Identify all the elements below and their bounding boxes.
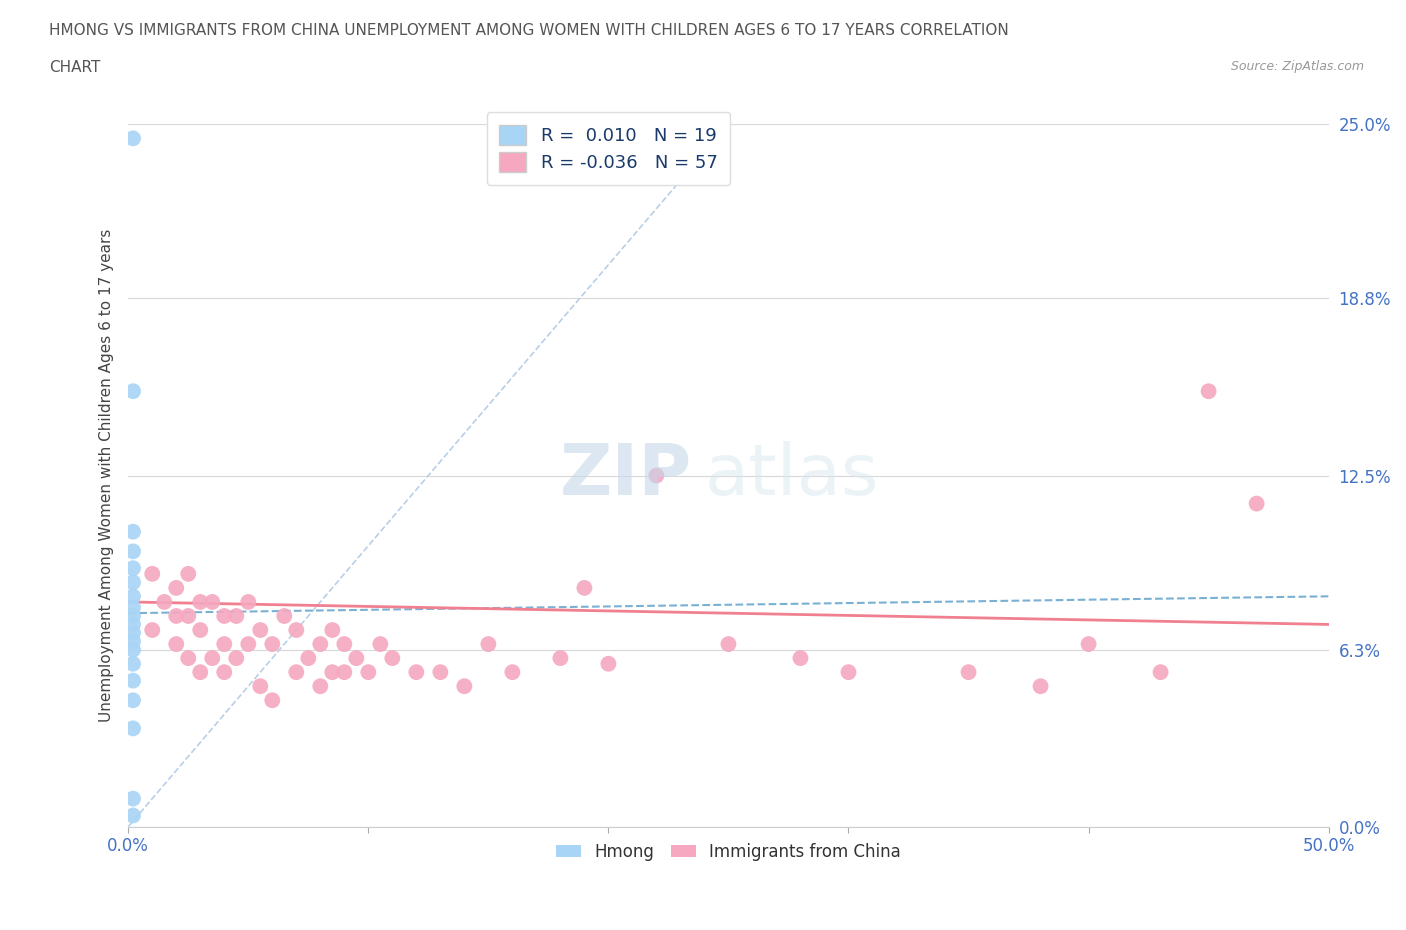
Point (122, 131, 145, 146)
Point (122, 634, 145, 649)
Legend: Hmong, Immigrants from China: Hmong, Immigrants from China (550, 836, 908, 868)
Point (238, 637, 260, 652)
Point (453, 679, 475, 694)
Point (477, 637, 499, 652)
Point (405, 665, 427, 680)
Point (249, 679, 271, 694)
Point (141, 622, 163, 637)
Point (1149, 665, 1171, 680)
Point (717, 637, 740, 652)
Point (429, 665, 451, 680)
Point (165, 608, 187, 623)
Point (122, 617, 145, 631)
Point (238, 594, 260, 609)
Point (1198, 384, 1220, 399)
Point (225, 651, 247, 666)
Point (122, 525, 145, 539)
Point (262, 693, 284, 708)
Point (122, 544, 145, 559)
Text: atlas: atlas (704, 441, 879, 510)
Point (1246, 497, 1268, 512)
Point (188, 622, 211, 637)
Point (273, 608, 295, 623)
Point (285, 665, 308, 680)
Point (957, 665, 980, 680)
Point (165, 637, 187, 652)
Point (598, 657, 620, 671)
Point (214, 608, 236, 623)
Text: ZIP: ZIP (560, 441, 692, 510)
Point (122, 673, 145, 688)
Text: HMONG VS IMMIGRANTS FROM CHINA UNEMPLOYMENT AMONG WOMEN WITH CHILDREN AGES 6 TO : HMONG VS IMMIGRANTS FROM CHINA UNEMPLOYM… (49, 23, 1010, 38)
Point (201, 594, 224, 609)
Point (214, 637, 236, 652)
Point (574, 580, 596, 595)
Point (789, 651, 811, 666)
Point (225, 608, 247, 623)
Point (188, 665, 211, 680)
Point (309, 637, 332, 652)
Point (333, 665, 356, 680)
Point (333, 637, 356, 652)
Point (321, 622, 343, 637)
Point (122, 575, 145, 590)
Text: CHART: CHART (49, 60, 101, 75)
Point (177, 651, 200, 666)
Point (122, 791, 145, 806)
Point (501, 665, 523, 680)
Point (153, 594, 176, 609)
Point (837, 665, 859, 680)
Point (122, 808, 145, 823)
Point (122, 625, 145, 640)
Point (550, 651, 572, 666)
Point (122, 643, 145, 658)
Point (309, 679, 332, 694)
Point (122, 384, 145, 399)
Point (321, 665, 343, 680)
Point (201, 651, 224, 666)
Y-axis label: Unemployment Among Women with Children Ages 6 to 17 years: Unemployment Among Women with Children A… (100, 229, 114, 723)
Point (262, 637, 284, 652)
Point (370, 637, 392, 652)
Point (122, 693, 145, 708)
Point (177, 566, 200, 581)
Point (165, 580, 187, 595)
Point (177, 608, 200, 623)
Point (1029, 679, 1052, 694)
Point (249, 622, 271, 637)
Point (1077, 637, 1099, 652)
Point (122, 721, 145, 736)
Point (381, 651, 404, 666)
Point (122, 608, 145, 623)
Text: Source: ZipAtlas.com: Source: ZipAtlas.com (1230, 60, 1364, 73)
Point (344, 651, 367, 666)
Point (141, 566, 163, 581)
Point (122, 657, 145, 671)
Point (188, 594, 211, 609)
Point (357, 665, 380, 680)
Point (285, 622, 308, 637)
Point (214, 665, 236, 680)
Point (297, 651, 319, 666)
Point (645, 468, 668, 483)
Point (122, 600, 145, 615)
Point (122, 561, 145, 576)
Point (122, 589, 145, 604)
